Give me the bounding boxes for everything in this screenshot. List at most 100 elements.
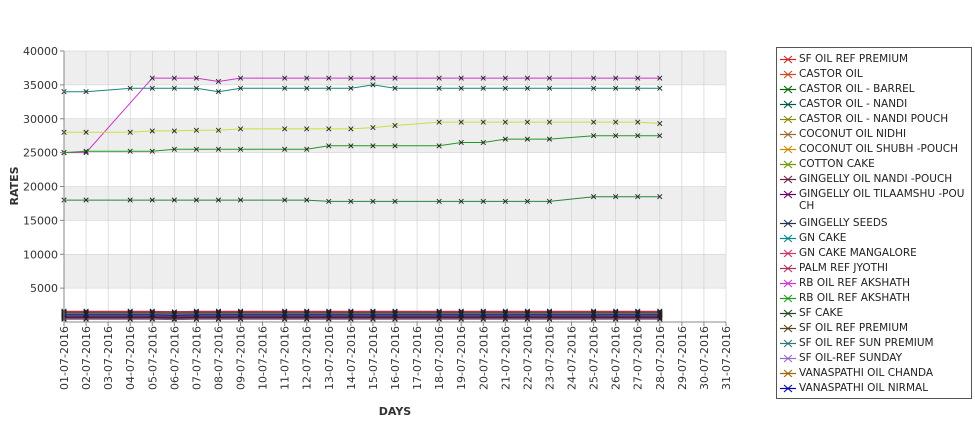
data-point bbox=[83, 315, 89, 322]
data-point bbox=[215, 316, 222, 322]
legend-swatch bbox=[780, 294, 796, 303]
data-point bbox=[149, 148, 155, 154]
legend-swatch-marker bbox=[783, 234, 793, 243]
data-point bbox=[613, 315, 619, 322]
legend-label: RB OIL REF AKSHATH bbox=[799, 292, 910, 304]
data-point bbox=[215, 197, 222, 203]
data-point bbox=[635, 75, 641, 81]
series-group bbox=[61, 315, 663, 322]
data-point bbox=[613, 75, 619, 81]
data-point bbox=[458, 85, 464, 91]
data-point bbox=[193, 75, 200, 81]
data-point bbox=[237, 75, 244, 81]
data-point bbox=[502, 316, 508, 322]
legend-swatch-marker bbox=[783, 309, 793, 318]
data-point bbox=[171, 316, 177, 322]
data-point bbox=[370, 311, 376, 317]
x-tick-label: 03-07-2016 bbox=[102, 326, 115, 390]
legend-swatch-marker bbox=[783, 324, 793, 333]
x-tick-label: 07-07-2016 bbox=[190, 326, 203, 390]
data-point bbox=[370, 312, 376, 318]
data-point bbox=[171, 85, 177, 91]
data-point bbox=[392, 122, 398, 129]
data-point bbox=[215, 315, 222, 322]
data-point bbox=[370, 143, 376, 149]
data-point bbox=[326, 315, 332, 322]
x-tick-label: 15-07-2016 bbox=[367, 326, 380, 390]
data-point bbox=[502, 311, 508, 317]
legend-swatch-marker bbox=[783, 55, 793, 64]
data-point bbox=[127, 311, 133, 317]
legend-item: SF OIL REF PREMIUM bbox=[777, 322, 967, 335]
x-tick-label: 30-07-2016 bbox=[698, 326, 711, 390]
data-point bbox=[83, 312, 89, 318]
legend-label: VANASPATHI OIL NIRMAL bbox=[799, 382, 929, 394]
data-point bbox=[590, 85, 597, 91]
data-point bbox=[282, 126, 288, 132]
data-point bbox=[348, 312, 354, 318]
data-point bbox=[237, 316, 244, 322]
y-tick-label: 35000 bbox=[23, 79, 58, 92]
data-point bbox=[304, 85, 310, 91]
legend-swatch bbox=[780, 234, 796, 243]
data-point bbox=[524, 136, 531, 142]
legend-item: SF CAKE bbox=[777, 307, 967, 320]
data-point bbox=[237, 146, 244, 152]
x-tick-label: 28-07-2016 bbox=[654, 326, 667, 390]
x-tick-label: 22-07-2016 bbox=[521, 326, 534, 390]
data-point bbox=[348, 143, 354, 149]
series-group bbox=[61, 194, 663, 205]
legend-item: COCONUT OIL SHUBH -POUCH bbox=[777, 143, 967, 156]
data-point bbox=[370, 82, 376, 88]
data-point bbox=[613, 133, 619, 139]
data-point bbox=[635, 311, 641, 317]
data-point bbox=[370, 75, 376, 81]
data-point bbox=[282, 85, 288, 91]
series-group bbox=[61, 82, 663, 95]
data-point bbox=[657, 312, 663, 318]
chart-legend: SF OIL REF PREMIUM CASTOR OIL CASTOR OIL -… bbox=[776, 47, 972, 399]
data-point bbox=[83, 197, 89, 203]
legend-item: CASTOR OIL - NANDI POUCH bbox=[777, 113, 967, 126]
series-group bbox=[61, 316, 663, 323]
legend-label: VANASPATHI OIL CHANDA bbox=[799, 367, 934, 379]
data-point bbox=[149, 316, 155, 322]
data-point bbox=[613, 311, 619, 317]
legend-swatch-marker bbox=[783, 115, 793, 124]
data-point bbox=[546, 136, 553, 142]
data-point bbox=[546, 312, 553, 318]
data-point bbox=[458, 311, 464, 317]
legend-label: CASTOR OIL - BARREL bbox=[799, 83, 915, 95]
data-point bbox=[480, 198, 486, 205]
legend-swatch-marker bbox=[783, 384, 793, 393]
legend-swatch bbox=[780, 100, 796, 109]
data-point bbox=[502, 85, 508, 91]
legend-swatch bbox=[780, 309, 796, 318]
data-point bbox=[370, 316, 376, 322]
data-point bbox=[304, 197, 310, 203]
data-point bbox=[392, 143, 398, 149]
data-point bbox=[524, 198, 531, 205]
data-point bbox=[304, 316, 310, 322]
legend-item: SF OIL REF SUN PREMIUM bbox=[777, 337, 967, 350]
data-point bbox=[127, 316, 133, 322]
data-point bbox=[546, 119, 553, 125]
data-point bbox=[282, 315, 288, 322]
y-tick-label: 10000 bbox=[23, 248, 58, 261]
x-tick-label: 21-07-2016 bbox=[499, 326, 512, 390]
data-point bbox=[282, 312, 288, 318]
data-point bbox=[83, 316, 89, 322]
data-point bbox=[480, 75, 486, 81]
series-line bbox=[64, 84, 660, 93]
data-point bbox=[392, 316, 398, 322]
data-point bbox=[392, 85, 398, 91]
legend-swatch bbox=[780, 219, 796, 228]
data-point bbox=[657, 315, 663, 322]
data-point bbox=[458, 139, 464, 146]
data-point bbox=[149, 312, 155, 318]
legend-swatch bbox=[780, 145, 796, 154]
x-tick-label: 24-07-2016 bbox=[566, 326, 579, 390]
data-point bbox=[590, 315, 597, 322]
data-point bbox=[546, 85, 553, 91]
